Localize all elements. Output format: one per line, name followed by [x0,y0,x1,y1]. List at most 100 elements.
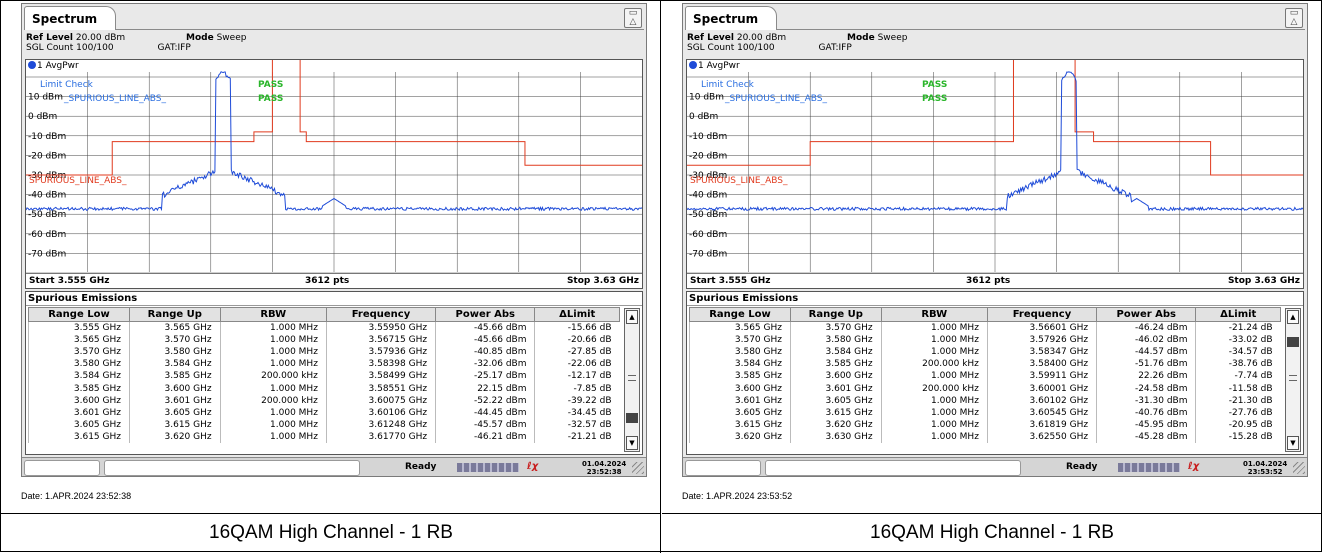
table-row[interactable]: 3.600 GHz 3.601 GHz 200.000 kHz 3.60001 GHz… [689,382,1281,395]
analyzer-screenshot: Spectrum ▭ △ Ref Level 20.00 dBm Mode Swe… [682,3,1308,477]
table-cell: 3.620 GHz [689,431,791,444]
table-row[interactable]: 3.585 GHz 3.600 GHz 1.000 MHz 3.59911 GHz 22… [689,370,1281,383]
limit-line-pass: PASS [922,94,947,104]
table-cell: 3.570 GHz [689,333,791,346]
tab-spectrum[interactable]: Spectrum [685,6,777,30]
mode-value: Sweep [877,33,908,43]
tab-divider [777,29,1305,30]
y-tick-label: -10 dBm [689,132,727,142]
table-row[interactable]: 3.580 GHz 3.584 GHz 1.000 MHz 3.58398 GHz -3… [28,358,620,371]
brand-logo-icon: ℓχ [1188,461,1200,472]
table-row[interactable]: 3.584 GHz 3.585 GHz 200.000 kHz 3.58400 GHz… [689,358,1281,371]
table-row[interactable]: 3.580 GHz 3.584 GHz 1.000 MHz 3.58347 GHz -4… [689,345,1281,359]
table-cell: 3.580 GHz [128,345,221,359]
table-scrollbar[interactable]: ▲ ▼ [1285,308,1301,452]
spectrum-plot: 10 dBm 0 dBm -10 dBm -20 dBm -30 dBm -40 dBm -… [687,60,1303,274]
table-cell: 3.584 GHz [128,358,221,371]
y-tick-label: 0 dBm [28,112,57,122]
scroll-up-icon[interactable]: ▲ [626,310,638,324]
mode-label: Mode [186,33,214,43]
status-field-2[interactable] [765,460,1021,476]
table-row[interactable]: 3.585 GHz 3.600 GHz 1.000 MHz 3.58551 GHz 22… [28,382,620,395]
table-cell: 3.615 GHz [789,406,882,419]
analyzer-screenshot: Spectrum ▭ △ Ref Level 20.00 dBm Mode Swe… [21,3,647,477]
spurious-table: Range Low Range Up RBW Frequency Power Abs ΔL… [28,307,620,444]
table-cell: 1.000 MHz [219,358,327,371]
settings-header: Ref Level 20.00 dBm Mode Sweep SGL Count… [687,33,907,53]
table-row[interactable]: 3.605 GHz 3.615 GHz 1.000 MHz 3.60545 GHz -4… [689,406,1281,419]
table-row[interactable]: 3.620 GHz 3.630 GHz 1.000 MHz 3.62550 GHz -4… [689,431,1281,444]
status-field-1[interactable] [24,460,100,476]
scroll-thumb[interactable] [1287,337,1299,348]
table-row[interactable]: 3.601 GHz 3.605 GHz 1.000 MHz 3.60106 GHz -4… [28,406,620,419]
table-cell: 3.584 GHz [28,370,130,383]
y-tick-label: -30 dBm [28,171,66,181]
scroll-grip-icon [628,375,636,381]
table-row[interactable]: 3.605 GHz 3.615 GHz 1.000 MHz 3.61248 GHz -4… [28,419,620,432]
status-field-2[interactable] [104,460,360,476]
table-row[interactable]: 3.615 GHz 3.620 GHz 1.000 MHz 3.61819 GHz -4… [689,419,1281,432]
table-cell: -27.85 dB [534,345,620,359]
y-tick-label: -20 dBm [28,151,66,161]
table-row[interactable]: 3.570 GHz 3.580 GHz 1.000 MHz 3.57926 GHz -4… [689,333,1281,346]
table-cell: 3.61248 GHz [325,419,436,432]
table-cell: 200.000 kHz [880,382,988,395]
table-cell: 200.000 kHz [880,358,988,371]
table-row[interactable]: 3.565 GHz 3.570 GHz 1.000 MHz 3.56601 GHz -4… [689,321,1281,334]
table-cell: -7.74 dB [1195,370,1281,383]
table-cell: 3.600 GHz [789,370,882,383]
table-row[interactable]: 3.565 GHz 3.570 GHz 1.000 MHz 3.56715 GHz -4… [28,333,620,346]
y-tick-label: 10 dBm [689,93,724,103]
table-cell: -31.30 dBm [1096,394,1196,407]
y-tick-label: -40 dBm [689,191,727,201]
table-cell: 1.000 MHz [880,406,988,419]
trace-indicator-icon [28,61,36,69]
status-bar: Ready ℓχ 01.04.2024 23:52:38 [22,457,646,476]
table-cell: 3.605 GHz [689,406,791,419]
table-cell: 1.000 MHz [219,431,327,444]
resize-grip-icon[interactable] [632,462,644,474]
scroll-down-icon[interactable]: ▼ [626,436,638,450]
table-row[interactable]: 3.555 GHz 3.565 GHz 1.000 MHz 3.55950 GHz -4… [28,321,620,334]
brand-logo-icon: ℓχ [527,461,539,472]
table-cell: -52.22 dBm [435,394,535,407]
table-row[interactable]: 3.601 GHz 3.605 GHz 1.000 MHz 3.60102 GHz -3… [689,394,1281,407]
table-cell: 3.620 GHz [789,419,882,432]
scroll-down-icon[interactable]: ▼ [1287,436,1299,450]
table-cell: -27.76 dB [1195,406,1281,419]
scroll-up-icon[interactable]: ▲ [1287,310,1299,324]
display-config-icon[interactable]: ▭ △ [624,8,642,28]
limit-line-name: _SPURIOUS_LINE_ABS_ [63,94,166,104]
display-config-icon[interactable]: ▭ △ [1285,8,1303,28]
limit-check-pass: PASS [922,80,947,90]
scroll-thumb[interactable] [626,413,638,424]
mode-value: Sweep [216,33,247,43]
resize-grip-icon[interactable] [1293,462,1305,474]
status-field-1[interactable] [685,460,761,476]
table-cell: 1.000 MHz [880,370,988,383]
table-cell: -40.85 dBm [435,345,535,359]
table-row[interactable]: 3.600 GHz 3.601 GHz 200.000 kHz 3.60075 GHz… [28,394,620,407]
table-cell: -24.58 dBm [1096,382,1196,395]
table-cell: 3.584 GHz [789,345,882,359]
tab-spectrum[interactable]: Spectrum [24,6,116,30]
table-cell: 3.56715 GHz [325,333,436,346]
table-cell: -51.76 dBm [1096,358,1196,371]
column-header: Power Abs [435,307,536,322]
column-header: Range Up [128,307,221,322]
status-datetime: 01.04.2024 23:53:52 [1243,460,1288,476]
table-row[interactable]: 3.615 GHz 3.620 GHz 1.000 MHz 3.61770 GHz -4… [28,431,620,444]
table-cell: -34.57 dB [1195,345,1281,359]
column-header: ΔLimit [1195,307,1281,322]
table-cell: -7.85 dB [534,382,620,395]
table-cell: 3.580 GHz [689,345,791,359]
table-cell: -21.30 dB [1195,394,1281,407]
table-cell: 3.605 GHz [28,419,130,432]
table-cell: 3.58499 GHz [325,370,436,383]
spectrum-display[interactable]: 10 dBm 0 dBm -10 dBm -20 dBm -30 dBm -40 dBm -… [686,59,1304,289]
table-row[interactable]: 3.570 GHz 3.580 GHz 1.000 MHz 3.57936 GHz -4… [28,345,620,359]
table-scrollbar[interactable]: ▲ ▼ [624,308,640,452]
limit-line-name: _SPURIOUS_LINE_ABS_ [724,94,827,104]
table-row[interactable]: 3.584 GHz 3.585 GHz 200.000 kHz 3.58499 GHz… [28,370,620,383]
spectrum-display[interactable]: 10 dBm 0 dBm -10 dBm -20 dBm -30 dBm -40 dBm -… [25,59,643,289]
